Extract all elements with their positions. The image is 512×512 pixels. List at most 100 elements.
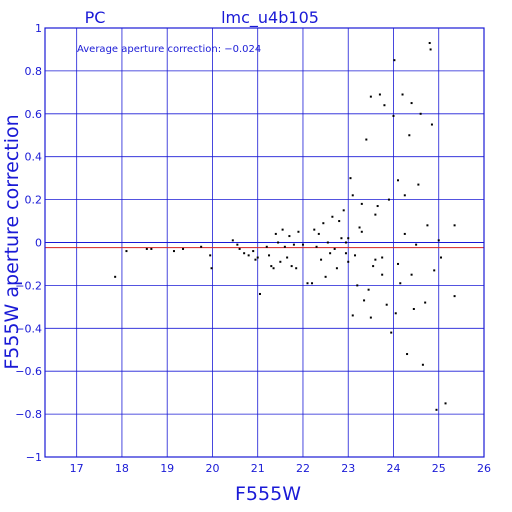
data-point [381,273,384,276]
data-point [322,222,325,225]
data-point [385,303,388,306]
data-point [369,95,372,98]
data-point [256,256,259,259]
data-point [268,254,271,257]
data-point [265,245,268,248]
data-point [210,267,213,270]
chart-subtitle: PC [85,8,106,27]
data-point [401,93,404,96]
plot-frame [44,27,485,458]
data-point [258,292,261,295]
data-point [295,267,298,270]
data-point [344,241,347,244]
data-point [340,237,343,240]
data-point [231,239,234,242]
data-point [453,224,456,227]
data-point [437,239,440,242]
data-point [393,59,396,62]
data-point [408,134,411,137]
data-point [378,93,381,96]
data-point [326,241,329,244]
data-point [421,363,424,366]
data-point [329,252,332,255]
data-point [351,194,354,197]
data-point [306,282,309,285]
data-point [354,254,357,257]
data-point [125,250,128,253]
data-point [360,230,363,233]
data-point [349,177,352,180]
data-point [254,258,257,261]
data-point [383,104,386,107]
data-point [372,265,375,268]
data-point [376,205,379,208]
data-point [200,245,203,248]
data-point [150,247,153,250]
data-point [387,198,390,201]
data-point [453,295,456,298]
data-point [297,230,300,233]
x-tick-label: 18 [115,462,129,475]
y-tick-labels: 1 0.8 0.6 0.4 0.2 0 −0.2 −0.4 −0.6 −0.8 −1 [15,22,42,464]
data-point [247,254,250,257]
data-point [290,265,293,268]
data-point [410,273,413,276]
y-tick-label: 0.6 [25,108,43,121]
data-point [331,215,334,218]
data-point [342,209,345,212]
data-point [412,307,415,310]
data-point [356,284,359,287]
data-point [397,262,400,265]
data-point [403,194,406,197]
x-tick-label: 23 [341,462,355,475]
y-tick-label: −1 [26,451,42,464]
data-point [394,312,397,315]
data-point [320,258,323,261]
data-point [444,402,447,405]
data-point [360,202,363,205]
data-point [381,256,384,259]
data-point [283,245,286,248]
data-point [274,232,277,235]
y-tick-label: −0.6 [15,365,42,378]
data-point [406,353,409,356]
data-point [277,241,280,244]
data-point [351,314,354,317]
y-tick-label: 0 [35,237,42,250]
data-point [435,408,438,411]
data-point [417,183,420,186]
data-point [397,179,400,182]
data-point [367,288,370,291]
data-point [358,226,361,229]
y-tick-label: −0.8 [15,408,42,421]
data-point [236,243,239,246]
y-tick-label: 1 [35,22,42,35]
data-point [333,247,336,250]
x-tick-label: 25 [432,462,446,475]
x-tick-label: 21 [251,462,265,475]
data-point [281,228,284,231]
average-annotation: Average aperture correction: −0.024 [77,44,261,55]
data-point [114,275,117,278]
data-point [209,254,212,257]
x-tick-label: 24 [386,462,400,475]
data-point [392,114,395,117]
data-point [317,232,320,235]
data-point [365,138,368,141]
data-point [415,243,418,246]
data-point [279,260,282,263]
data-point [428,42,431,45]
data-point [286,256,289,259]
data-point [369,316,372,319]
reference-lines [45,242,484,249]
data-point [429,48,432,51]
data-point [433,269,436,272]
x-tick-label: 20 [205,462,219,475]
data-point [399,282,402,285]
data-point [374,213,377,216]
data-point [374,258,377,261]
data-point [172,250,175,253]
y-tick-label: 0.4 [25,151,43,164]
data-point [338,220,341,223]
